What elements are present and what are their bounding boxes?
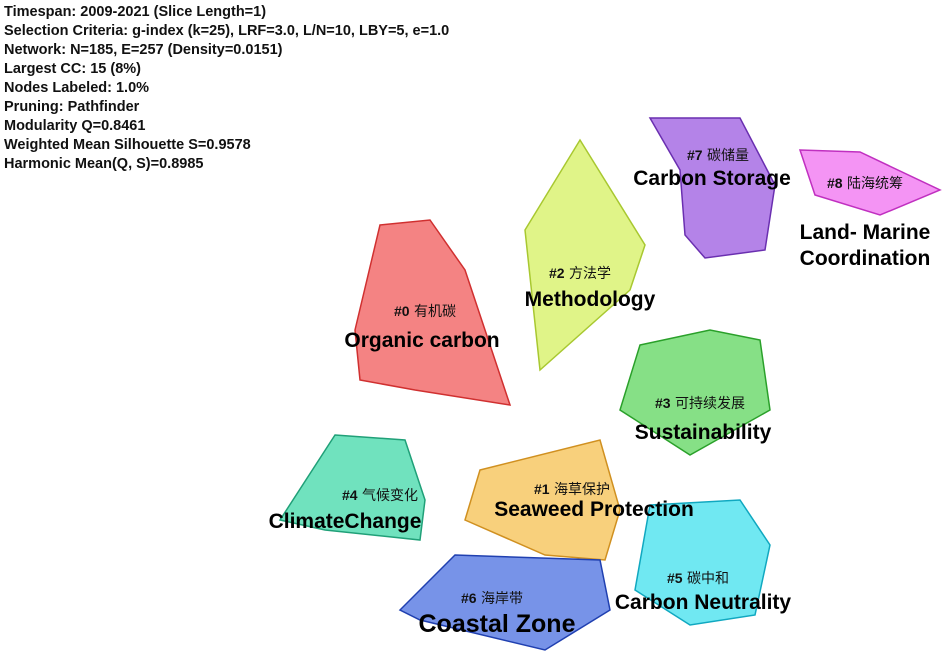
cluster-area <box>648 117 776 259</box>
cluster-tag: #7 碳储量 <box>687 147 749 164</box>
cluster-label: Organic carbon <box>344 329 499 352</box>
info-line: Nodes Labeled: 1.0% <box>4 80 149 96</box>
cluster-name: 碳中和 <box>687 571 729 587</box>
cluster-name: 碳储量 <box>707 148 749 164</box>
cluster-area <box>354 219 512 406</box>
info-line: Weighted Mean Silhouette S=0.9578 <box>4 137 251 153</box>
cluster-area <box>524 138 646 372</box>
info-line: Network: N=185, E=257 (Density=0.0151) <box>4 42 283 58</box>
cluster-tag: #1 海草保护 <box>534 481 610 498</box>
cluster-code: #1 <box>534 481 550 497</box>
cluster-tag: #8 陆海统筹 <box>827 175 903 192</box>
info-line: Pruning: Pathfinder <box>4 99 140 115</box>
cluster-code: #2 <box>549 265 565 281</box>
cluster-area <box>464 439 621 561</box>
info-line: Largest CC: 15 (8%) <box>4 61 141 77</box>
cluster-name: 方法学 <box>569 266 611 282</box>
info-line: Modularity Q=0.8461 <box>4 118 145 134</box>
cluster-code: #3 <box>655 395 671 411</box>
cluster-labels: #0 有机碳 Organic carbon #1 海草保护 Seaweed Pr… <box>269 147 931 638</box>
cluster-name: 可持续发展 <box>675 395 745 412</box>
cluster-label: Land- Marine <box>800 221 931 244</box>
cluster-code: #5 <box>667 570 683 586</box>
info-panel: Timespan: 2009-2021 (Slice Length=1) Sel… <box>4 4 449 172</box>
cluster-name: 海草保护 <box>554 482 610 498</box>
cluster-name: 海岸带 <box>481 591 523 607</box>
info-line: Selection Criteria: g-index (k=25), LRF=… <box>4 23 449 39</box>
cluster-area <box>398 554 611 651</box>
cluster-area <box>619 329 771 456</box>
cluster-tag: #6 海岸带 <box>461 590 523 607</box>
cluster-tag: #0 有机碳 <box>394 303 456 320</box>
cluster-area <box>634 499 771 626</box>
cluster-code: #7 <box>687 147 703 163</box>
cluster-label: Sustainability <box>635 421 772 444</box>
info-line: Harmonic Mean(Q, S)=0.8985 <box>4 156 203 172</box>
cluster-label: Seaweed Protection <box>494 498 694 521</box>
cluster-code: #6 <box>461 590 477 606</box>
cluster-tag: #5 碳中和 <box>667 570 729 587</box>
cluster-code: #4 <box>342 487 358 503</box>
cluster-label: Carbon Storage <box>633 167 791 190</box>
cluster-area <box>798 149 942 216</box>
cluster-label: Carbon Neutrality <box>615 591 792 614</box>
cluster-tag: #2 方法学 <box>549 265 611 282</box>
cluster-code: #0 <box>394 303 410 319</box>
cluster-area <box>278 434 426 541</box>
cluster-name: 有机碳 <box>414 304 456 320</box>
cluster-label: Coordination <box>800 247 931 270</box>
cluster-name: 气候变化 <box>362 488 418 504</box>
clusters <box>278 117 942 651</box>
cluster-code: #8 <box>827 175 843 191</box>
cluster-tag: #3 可持续发展 <box>655 395 745 412</box>
cluster-tag: #4 气候变化 <box>342 487 418 504</box>
cluster-label: Methodology <box>525 288 656 311</box>
cluster-name: 陆海统筹 <box>847 175 903 192</box>
info-line: Timespan: 2009-2021 (Slice Length=1) <box>4 4 266 20</box>
cluster-label: ClimateChange <box>269 510 422 533</box>
cluster-label: Coastal Zone <box>419 610 576 638</box>
